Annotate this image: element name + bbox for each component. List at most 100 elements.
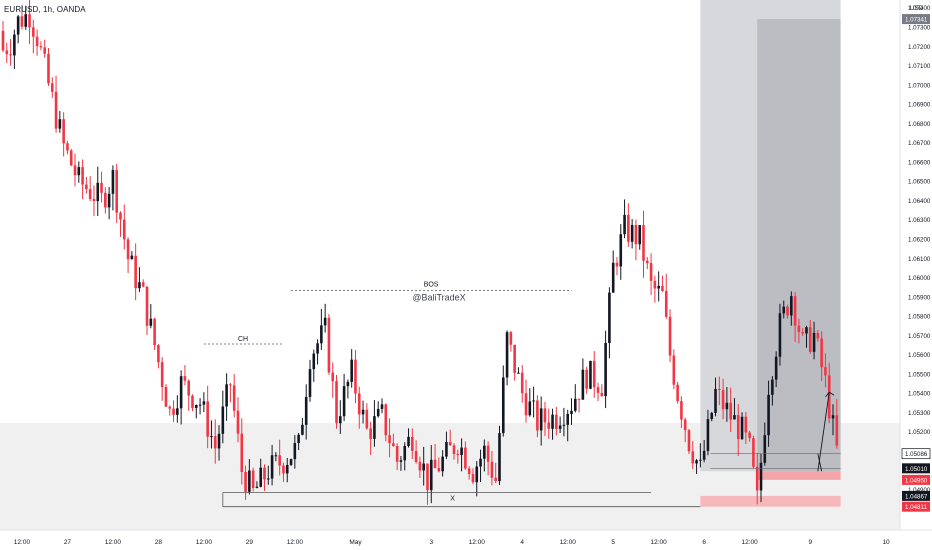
x-tick-label: 5 <box>611 539 615 546</box>
price-marker-label: 1.04811 <box>905 504 927 511</box>
x-tick-label: 4 <box>520 539 524 546</box>
candle-body <box>638 225 642 245</box>
candle-body <box>611 262 615 293</box>
candle-body <box>547 422 551 429</box>
candle-body <box>335 381 338 424</box>
y-tick-label: 1.06000 <box>908 275 931 282</box>
candle-body <box>532 400 535 402</box>
candle-body <box>793 296 797 326</box>
candle-body <box>293 443 297 460</box>
candle-body <box>539 408 543 431</box>
candle-body <box>452 445 456 455</box>
candle-body <box>752 438 755 467</box>
y-tick-label: 1.07200 <box>908 44 931 51</box>
candle-body <box>642 225 645 261</box>
y-tick-label: 1.07400 <box>908 5 931 12</box>
candle-body <box>418 461 422 471</box>
candle-body <box>32 27 35 37</box>
candle-body <box>414 450 418 462</box>
candle-body <box>801 332 804 334</box>
candle-body <box>520 372 524 394</box>
candle-body <box>494 477 497 482</box>
candle-body <box>119 212 122 220</box>
candle-body <box>388 435 391 444</box>
candle-body <box>710 412 714 420</box>
candle-body <box>786 306 789 316</box>
candle-body <box>691 451 695 464</box>
candle-body <box>240 433 244 472</box>
candle-body <box>699 459 702 461</box>
symbol-title: EURUSD, 1h, OANDA <box>4 5 86 14</box>
candle-body <box>509 332 513 345</box>
candle-body <box>153 318 156 346</box>
candle-body <box>327 317 331 373</box>
candle-body <box>668 316 672 356</box>
candle-body <box>380 404 384 409</box>
price-marker <box>902 501 930 512</box>
x-tick-label: 12:00 <box>196 539 213 546</box>
candle-body <box>342 386 346 417</box>
candle-body <box>365 409 369 429</box>
y-tick-label: 1.06900 <box>908 102 931 109</box>
y-tick-label: 1.05900 <box>908 294 931 301</box>
candle-body <box>483 445 486 459</box>
candle-body <box>285 464 289 474</box>
projection-down <box>817 453 823 472</box>
candle-body <box>24 14 28 27</box>
x-tick-label: 12:00 <box>560 539 577 546</box>
candle-body <box>437 468 441 472</box>
projection-arrowhead <box>825 391 835 398</box>
candle-body <box>331 372 335 382</box>
candle-body <box>619 234 623 267</box>
x-tick-label: 12:00 <box>14 539 31 546</box>
candle-body <box>236 410 240 434</box>
candle-body <box>812 332 816 352</box>
y-tick-label: 1.06200 <box>908 236 931 243</box>
candle-body <box>634 225 638 245</box>
candle-body <box>217 433 221 449</box>
candle-body <box>555 414 558 429</box>
candle-body <box>194 404 198 408</box>
candle-body <box>623 214 626 235</box>
candle-body <box>615 262 619 267</box>
candle-body <box>433 459 437 469</box>
candle-body <box>577 398 581 400</box>
candle-body <box>1 30 5 51</box>
candle-body <box>259 467 263 487</box>
x-tick-label: 12:00 <box>469 539 486 546</box>
candle-body <box>589 360 592 389</box>
y-tick-label: 1.07100 <box>908 63 931 70</box>
candle-body <box>130 255 134 260</box>
price-marker-label: 1.04867 <box>905 493 928 500</box>
candle-body <box>47 53 50 84</box>
candle-body <box>695 460 698 464</box>
candle-body <box>5 50 9 55</box>
y-tick-label: 1.04900 <box>908 487 931 494</box>
candle-body <box>221 406 225 434</box>
candle-body <box>464 447 467 469</box>
candle-body <box>248 470 251 492</box>
price-marker-label: 1.05086 <box>905 451 928 458</box>
candle-body <box>392 443 395 447</box>
candle-body <box>721 390 725 410</box>
candle-body <box>498 433 501 482</box>
candle-body <box>115 169 118 213</box>
candle-body <box>92 198 96 202</box>
candle-body <box>513 344 516 373</box>
candle-body <box>251 470 255 488</box>
candle-body <box>39 46 43 48</box>
candle-body <box>808 327 812 352</box>
x-tick-label: 3 <box>429 539 433 546</box>
candle-body <box>566 413 570 425</box>
candle-body <box>767 394 770 436</box>
candle-body <box>790 296 793 316</box>
candle-body <box>66 143 69 151</box>
candle-body <box>323 317 327 326</box>
candle-body <box>448 441 452 446</box>
price-marker-label: 1.04950 <box>905 477 928 484</box>
candle-body <box>543 408 547 423</box>
candle-body <box>168 406 172 409</box>
price-marker <box>902 474 930 485</box>
